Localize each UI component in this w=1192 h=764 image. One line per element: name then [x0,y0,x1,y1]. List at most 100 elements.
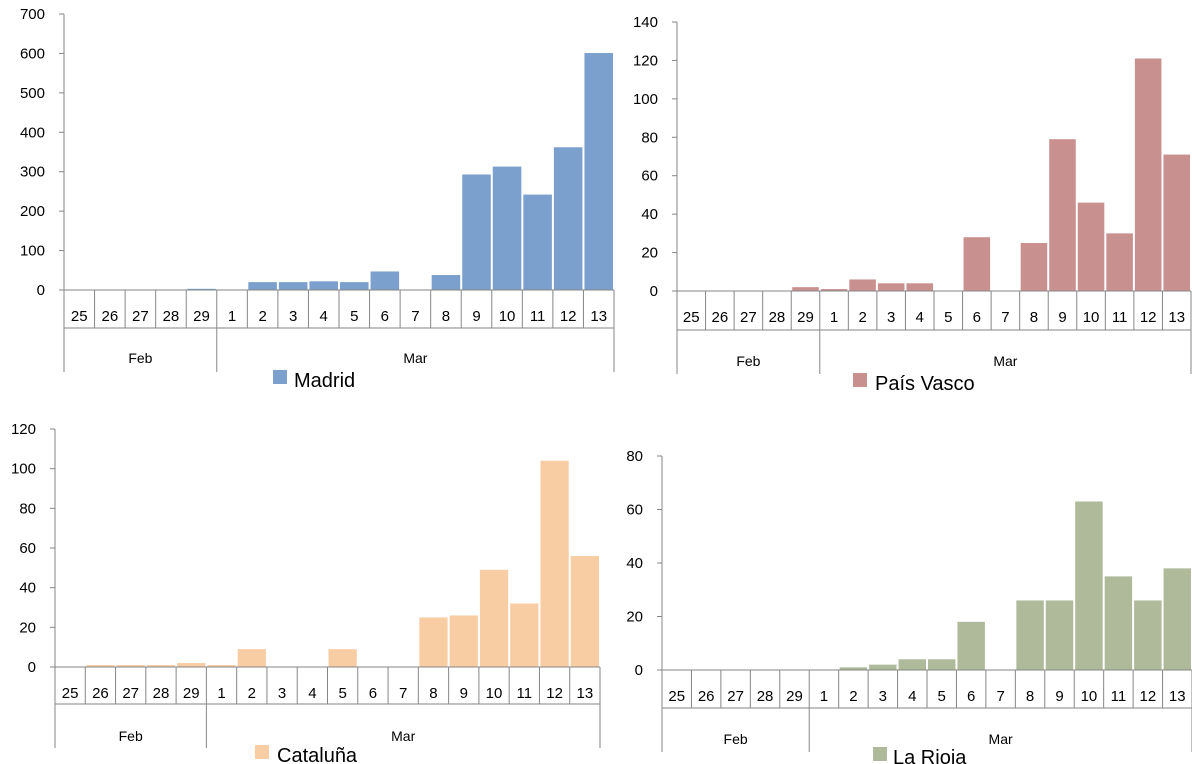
x-tick-label: 8 [429,685,437,702]
legend-swatch [273,370,287,384]
x-tick-label: 1 [820,688,828,705]
x-tick-label: 10 [499,308,516,325]
x-tick-label: 7 [1001,309,1009,326]
x-tick-label: 26 [101,308,118,325]
x-tick-label: 27 [727,688,744,705]
x-tick-label: 6 [967,688,975,705]
bar [1077,202,1105,291]
y-tick-label: 20 [19,619,36,636]
bar [1106,233,1133,291]
x-tick-label: 27 [132,308,149,325]
x-group-label: Feb [128,350,152,366]
bar [207,665,236,667]
y-tick-label: 500 [20,85,45,102]
x-tick-label: 5 [350,308,358,325]
x-tick-label: 3 [278,685,286,702]
x-tick-label: 1 [830,309,838,326]
x-tick-label: 1 [217,685,225,702]
x-tick-label: 4 [916,309,924,326]
x-tick-label: 11 [517,685,533,702]
legend-label-madrid: Madrid [294,370,355,392]
bar [340,282,369,290]
x-tick-label: 3 [289,308,297,325]
x-tick-label: 10 [1083,309,1100,326]
bar [462,174,491,290]
x-tick-label: 25 [668,688,685,705]
x-tick-label: 2 [248,685,256,702]
x-group-label: Feb [736,353,760,369]
y-tick-label: 40 [641,206,658,223]
x-tick-label: 3 [887,309,895,326]
bar [570,555,599,667]
x-tick-label: 13 [1169,688,1186,705]
legend-label-pais-vasco: País Vasco [875,373,975,395]
x-tick-label: 5 [338,685,346,702]
x-tick-label: 28 [769,309,786,326]
x-tick-label: 5 [938,688,946,705]
x-tick-label: 11 [1112,309,1128,326]
x-tick-label: 12 [1139,688,1156,705]
legend-label-cataluna: Cataluña [277,745,358,764]
x-tick-label: 28 [163,308,180,325]
legend-swatch [853,373,867,387]
bar [906,283,933,291]
x-tick-label: 29 [193,308,210,325]
bar [431,275,461,290]
x-tick-label: 27 [740,309,757,326]
x-tick-label: 26 [711,309,728,326]
y-tick-label: 20 [626,609,643,626]
bar [523,194,552,290]
x-group-label: Mar [993,353,1017,369]
y-tick-label: 0 [37,282,45,299]
x-tick-label: 12 [546,685,563,702]
bar [370,271,400,290]
x-tick-label: 25 [62,685,79,702]
x-group-label: Mar [989,731,1013,747]
y-tick-label: 400 [20,124,45,141]
x-tick-label: 6 [973,309,981,326]
bar [553,147,583,290]
x-tick-label: 7 [399,685,407,702]
x-tick-label: 9 [472,308,480,325]
x-tick-label: 26 [698,688,715,705]
bar [86,665,115,667]
x-tick-label: 6 [381,308,389,325]
bar [510,603,539,667]
bar [820,289,848,291]
bar [449,615,478,667]
bar [492,166,522,290]
x-tick-label: 9 [1055,688,1063,705]
x-tick-label: 8 [1026,688,1034,705]
x-tick-label: 29 [797,309,814,326]
x-tick-label: 9 [460,685,468,702]
x-tick-label: 13 [1168,309,1185,326]
x-tick-label: 4 [320,308,328,325]
y-tick-label: 100 [11,461,36,478]
bar [792,287,819,291]
bar [309,281,338,290]
x-tick-label: 11 [530,308,546,325]
y-tick-label: 60 [626,502,643,519]
x-tick-label: 10 [1081,688,1098,705]
x-group-label: Mar [403,350,427,366]
legend-swatch [255,745,269,759]
y-tick-label: 80 [641,129,658,146]
bar [1163,154,1190,291]
bar [1020,242,1048,291]
y-tick-label: 80 [626,448,643,465]
x-group-label: Feb [119,728,143,744]
bar [584,53,613,290]
x-tick-label: 4 [308,685,316,702]
x-tick-label: 8 [1030,309,1038,326]
bar [248,282,277,290]
bar [479,569,509,667]
x-tick-label: 7 [411,308,419,325]
bar [177,663,206,667]
bar [116,665,145,667]
y-tick-label: 0 [28,659,36,676]
legend-swatch [873,747,887,761]
y-tick-label: 100 [20,243,45,260]
bar [849,279,876,291]
